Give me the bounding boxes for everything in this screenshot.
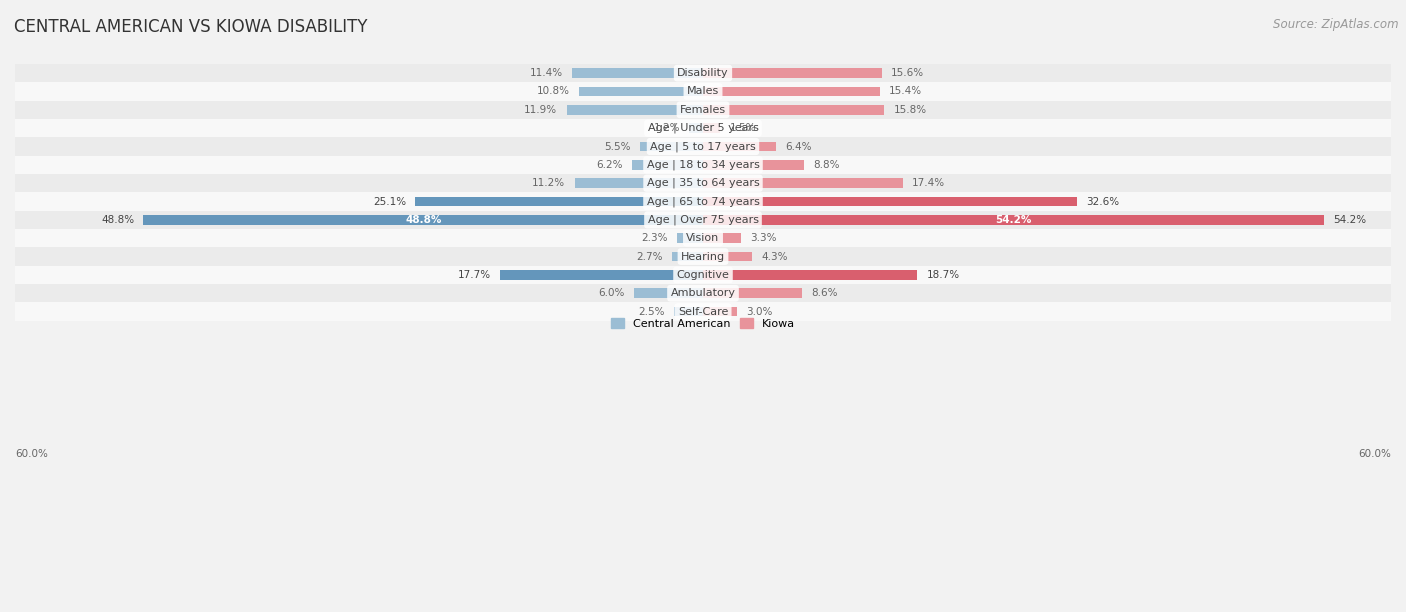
Bar bbox=[703, 197, 1077, 206]
Text: 6.4%: 6.4% bbox=[786, 141, 813, 152]
Text: CENTRAL AMERICAN VS KIOWA DISABILITY: CENTRAL AMERICAN VS KIOWA DISABILITY bbox=[14, 18, 367, 36]
Bar bbox=[15, 137, 1391, 155]
Bar bbox=[15, 174, 1391, 192]
Bar bbox=[15, 119, 1391, 137]
Bar bbox=[703, 288, 801, 298]
Bar bbox=[579, 87, 703, 96]
Bar bbox=[15, 247, 1391, 266]
Bar bbox=[415, 197, 703, 206]
Bar bbox=[703, 307, 737, 316]
Text: Age | Over 75 years: Age | Over 75 years bbox=[648, 215, 758, 225]
Text: 60.0%: 60.0% bbox=[15, 449, 48, 459]
Text: 32.6%: 32.6% bbox=[1085, 196, 1119, 206]
Text: 4.3%: 4.3% bbox=[762, 252, 787, 261]
Bar bbox=[634, 288, 703, 298]
Bar bbox=[15, 192, 1391, 211]
Text: 54.2%: 54.2% bbox=[1334, 215, 1367, 225]
Text: Cognitive: Cognitive bbox=[676, 270, 730, 280]
Text: Ambulatory: Ambulatory bbox=[671, 288, 735, 298]
Text: 25.1%: 25.1% bbox=[373, 196, 406, 206]
Text: Self-Care: Self-Care bbox=[678, 307, 728, 316]
Bar bbox=[640, 142, 703, 151]
Text: 2.7%: 2.7% bbox=[637, 252, 662, 261]
Text: 2.5%: 2.5% bbox=[638, 307, 665, 316]
Bar bbox=[15, 64, 1391, 82]
Text: Hearing: Hearing bbox=[681, 252, 725, 261]
Bar bbox=[703, 160, 804, 170]
Text: 11.9%: 11.9% bbox=[524, 105, 557, 115]
Bar bbox=[631, 160, 703, 170]
Bar bbox=[15, 302, 1391, 321]
Bar bbox=[675, 307, 703, 316]
Bar bbox=[703, 179, 903, 188]
Bar bbox=[703, 215, 1324, 225]
Text: Vision: Vision bbox=[686, 233, 720, 243]
Text: 11.4%: 11.4% bbox=[530, 68, 564, 78]
Text: Age | 35 to 64 years: Age | 35 to 64 years bbox=[647, 178, 759, 188]
Text: 3.0%: 3.0% bbox=[747, 307, 773, 316]
Bar bbox=[672, 252, 703, 261]
Bar bbox=[15, 284, 1391, 302]
Bar bbox=[143, 215, 703, 225]
Text: Females: Females bbox=[681, 105, 725, 115]
Text: Source: ZipAtlas.com: Source: ZipAtlas.com bbox=[1274, 18, 1399, 31]
Bar bbox=[15, 82, 1391, 100]
Bar bbox=[15, 155, 1391, 174]
Bar bbox=[15, 229, 1391, 247]
Bar bbox=[703, 142, 776, 151]
Text: Age | Under 5 years: Age | Under 5 years bbox=[648, 123, 758, 133]
Text: 8.6%: 8.6% bbox=[811, 288, 838, 298]
Text: 18.7%: 18.7% bbox=[927, 270, 960, 280]
Text: Age | 65 to 74 years: Age | 65 to 74 years bbox=[647, 196, 759, 207]
Bar bbox=[575, 179, 703, 188]
Text: 6.0%: 6.0% bbox=[599, 288, 626, 298]
Text: 8.8%: 8.8% bbox=[813, 160, 839, 170]
Text: 1.2%: 1.2% bbox=[654, 123, 681, 133]
Text: 5.5%: 5.5% bbox=[605, 141, 631, 152]
Text: 10.8%: 10.8% bbox=[537, 86, 569, 97]
Text: 15.8%: 15.8% bbox=[893, 105, 927, 115]
Text: 17.4%: 17.4% bbox=[911, 178, 945, 188]
Bar bbox=[15, 211, 1391, 229]
Text: Age | 18 to 34 years: Age | 18 to 34 years bbox=[647, 160, 759, 170]
Bar bbox=[676, 233, 703, 243]
Bar bbox=[703, 87, 880, 96]
Legend: Central American, Kiowa: Central American, Kiowa bbox=[606, 314, 800, 333]
Text: 15.6%: 15.6% bbox=[891, 68, 924, 78]
Text: Disability: Disability bbox=[678, 68, 728, 78]
Text: 54.2%: 54.2% bbox=[995, 215, 1032, 225]
Bar bbox=[15, 266, 1391, 284]
Text: Males: Males bbox=[688, 86, 718, 97]
Text: 60.0%: 60.0% bbox=[1358, 449, 1391, 459]
Text: 6.2%: 6.2% bbox=[596, 160, 623, 170]
Text: 1.5%: 1.5% bbox=[730, 123, 756, 133]
Bar bbox=[703, 270, 918, 280]
Text: 2.3%: 2.3% bbox=[641, 233, 668, 243]
Bar bbox=[689, 124, 703, 133]
Bar bbox=[501, 270, 703, 280]
Text: 15.4%: 15.4% bbox=[889, 86, 922, 97]
Bar bbox=[703, 252, 752, 261]
Bar bbox=[703, 124, 720, 133]
Text: 48.8%: 48.8% bbox=[405, 215, 441, 225]
Text: 3.3%: 3.3% bbox=[749, 233, 776, 243]
Bar bbox=[703, 105, 884, 114]
Bar bbox=[703, 233, 741, 243]
Text: 11.2%: 11.2% bbox=[533, 178, 565, 188]
Bar bbox=[572, 69, 703, 78]
Bar bbox=[567, 105, 703, 114]
Bar bbox=[703, 69, 882, 78]
Text: 48.8%: 48.8% bbox=[101, 215, 134, 225]
Bar bbox=[15, 100, 1391, 119]
Text: 17.7%: 17.7% bbox=[458, 270, 491, 280]
Text: Age | 5 to 17 years: Age | 5 to 17 years bbox=[650, 141, 756, 152]
